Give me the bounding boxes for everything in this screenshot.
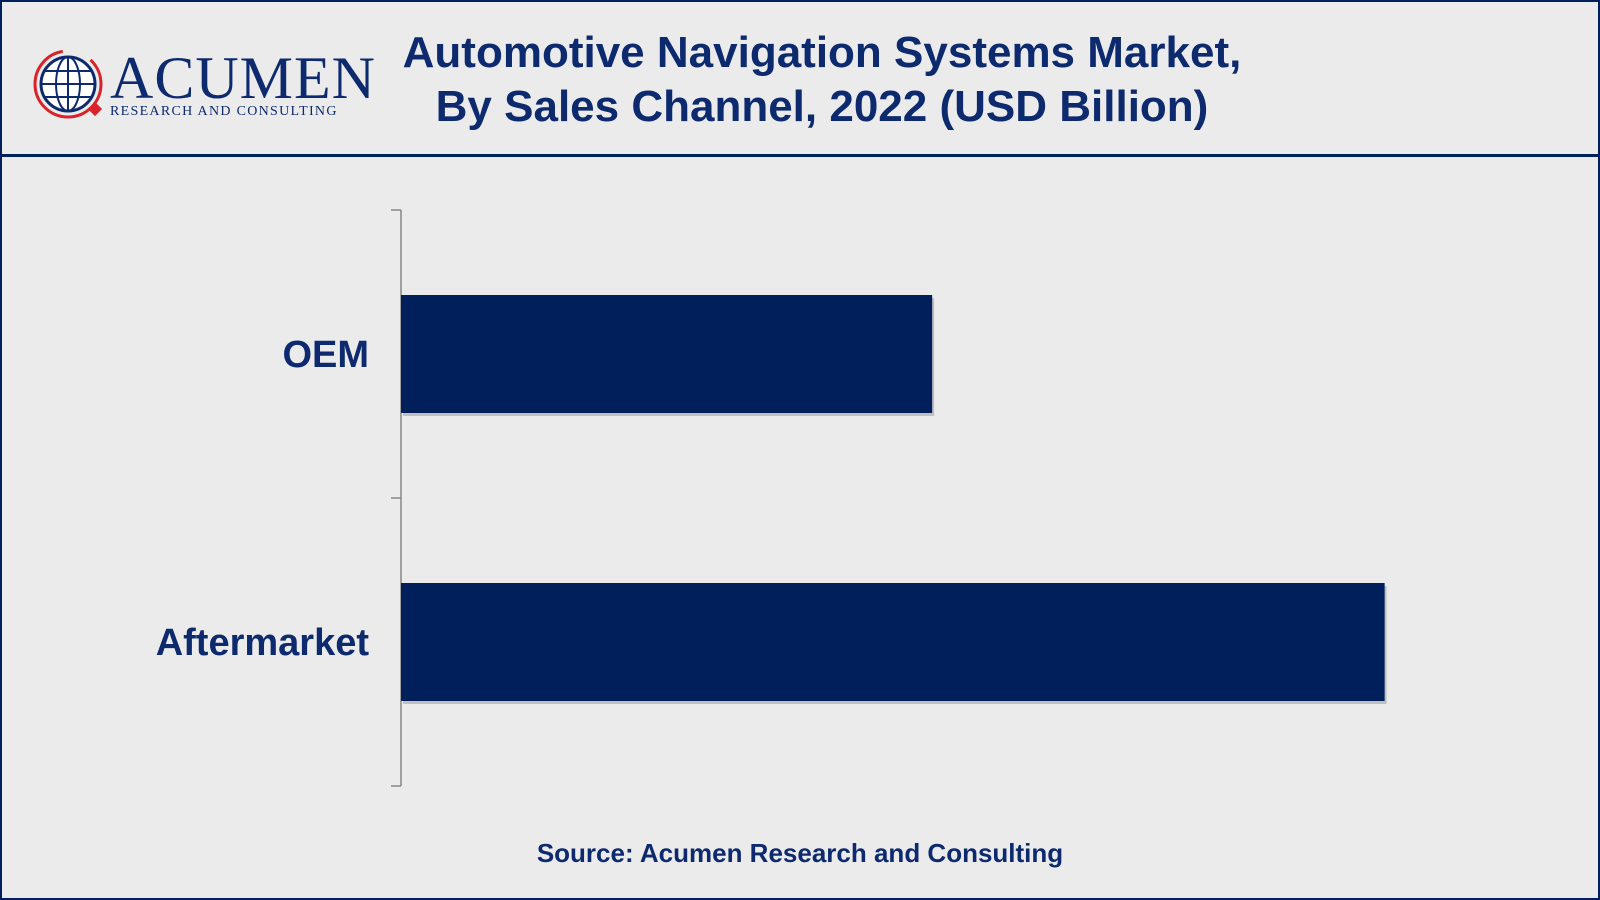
- category-label: Aftermarket: [156, 622, 370, 664]
- header: ACUMEN RESEARCH AND CONSULTING Automotiv…: [2, 2, 1598, 157]
- logo-wordmark: ACUMEN: [110, 45, 377, 111]
- chart-title: Automotive Navigation Systems Market, By…: [372, 26, 1272, 134]
- globe-icon: [33, 49, 103, 119]
- source-note: Source: Acumen Research and Consulting: [536, 838, 1064, 868]
- logo: ACUMEN RESEARCH AND CONSULTING: [32, 44, 375, 124]
- chart-title-line1: Automotive Navigation Systems Market,: [402, 28, 1242, 77]
- category-label: OEM: [282, 334, 369, 376]
- chart-title-line2: By Sales Channel, 2022 (USD Billion): [435, 82, 1209, 131]
- logo-tagline: RESEARCH AND CONSULTING: [110, 104, 338, 119]
- bar-oem: [401, 295, 933, 413]
- bar-aftermarket: [401, 583, 1385, 701]
